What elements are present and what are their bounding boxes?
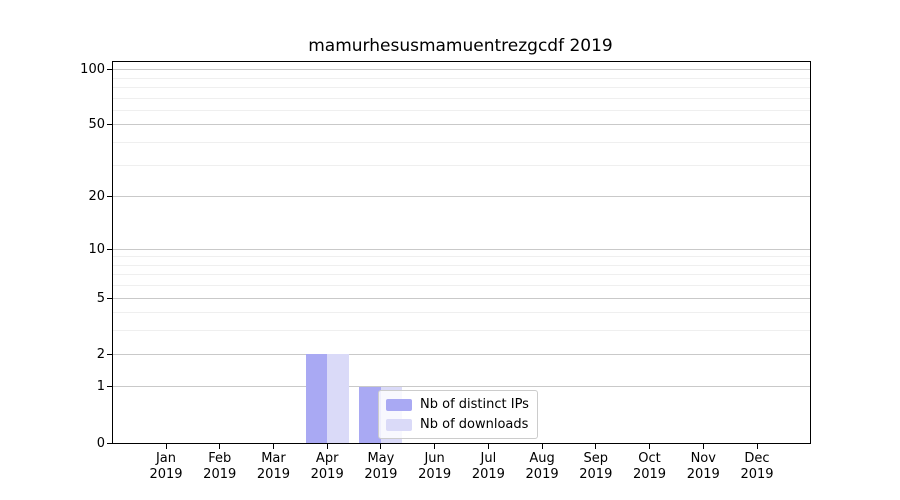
x-tick-year: 2019 (471, 467, 505, 482)
x-tick-label-jun: Jun 2019 (403, 451, 467, 483)
gridline-minor-7 (113, 274, 810, 276)
gridline-minor-40 (113, 142, 810, 144)
x-tick-year: 2019 (203, 467, 237, 482)
x-tick-label-oct: Oct 2019 (618, 451, 682, 483)
chart-title: mamurhesusmamuentrezgcdf 2019 (308, 36, 613, 56)
x-tick-month: Mar (261, 451, 286, 466)
y-tick-label-0: 0 (96, 435, 105, 451)
legend-item-downloads: Nb of downloads (386, 417, 529, 432)
x-tick-month: Jun (424, 451, 445, 466)
y-tick-label-10: 10 (88, 241, 105, 257)
bar-distinct-ips-may (359, 386, 381, 443)
x-tick-month: Sep (583, 451, 609, 466)
x-tick-label-feb: Feb 2019 (188, 451, 252, 483)
x-tick-label-jul: Jul 2019 (456, 451, 520, 483)
gridline-major-100 (113, 69, 810, 71)
axis-ticks-layer: 0 1 2 5 10 20 50 100 Jan 2019 Feb 2019 Mar 2019 Apr 201… (80, 62, 810, 482)
y-tick-label-100: 100 (80, 62, 105, 78)
x-tick-year: 2019 (256, 467, 290, 482)
y-tick-2 (107, 353, 113, 355)
x-tick-year: 2019 (525, 467, 559, 482)
y-tick-100 (107, 69, 113, 71)
gridline-minor-90 (113, 77, 810, 79)
x-tick-month: May (367, 451, 395, 466)
y-tick-1 (107, 386, 113, 388)
x-tick-jun (434, 443, 436, 449)
gridline-minor-9 (113, 256, 810, 258)
gridline-minor-3 (113, 330, 810, 332)
x-tick-apr (326, 443, 328, 449)
x-tick-year: 2019 (364, 467, 398, 482)
x-tick-label-aug: Aug 2019 (510, 451, 574, 483)
gridline-major-1 (113, 386, 810, 388)
gridline-minor-8 (113, 264, 810, 266)
x-tick-month: Feb (208, 451, 232, 466)
x-tick-label-may: May 2019 (349, 451, 413, 483)
y-tick-10 (107, 248, 113, 250)
bar-downloads-apr (327, 354, 349, 443)
x-tick-label-mar: Mar 2019 (241, 451, 305, 483)
x-tick-feb (219, 443, 221, 449)
x-tick-year: 2019 (149, 467, 183, 482)
gridline-major-20 (113, 196, 810, 198)
gridline-minor-6 (113, 285, 810, 287)
bar-distinct-ips-apr (305, 354, 328, 443)
x-tick-may (380, 443, 382, 449)
legend: Nb of distinct IPs Nb of downloads (378, 390, 538, 439)
x-tick-label-jan: Jan 2019 (134, 451, 198, 483)
x-tick-label-apr: Apr 2019 (295, 451, 359, 483)
x-tick-year: 2019 (740, 467, 774, 482)
gridline-major-50 (113, 124, 810, 126)
x-tick-jan (165, 443, 167, 449)
gridline-minor-30 (113, 164, 810, 166)
x-tick-month: Jan (155, 451, 177, 466)
x-tick-aug (541, 443, 543, 449)
gridline-minor-60 (113, 109, 810, 111)
x-tick-year: 2019 (686, 467, 720, 482)
x-tick-jul (487, 443, 489, 449)
plot-area: 0 1 2 5 10 20 50 100 Jan 2019 Feb 2019 Mar 2019 Apr 201… (80, 61, 811, 482)
gridline-major-5 (113, 297, 810, 299)
x-tick-month: Nov (690, 451, 716, 466)
x-tick-month: Dec (744, 451, 770, 466)
legend-item-distinct-ips: Nb of distinct IPs (386, 397, 529, 412)
y-tick-label-2: 2 (96, 346, 105, 362)
x-tick-month: Apr (315, 451, 339, 466)
gridline-major-2 (113, 353, 810, 355)
x-tick-nov (702, 443, 704, 449)
gridline-minor-70 (113, 97, 810, 99)
x-tick-year: 2019 (418, 467, 452, 482)
y-tick-label-1: 1 (96, 379, 105, 395)
gridline-major-10 (113, 248, 810, 250)
x-tick-label-sep: Sep 2019 (564, 451, 628, 483)
y-tick-label-50: 50 (88, 117, 105, 133)
y-tick-20 (107, 196, 113, 198)
x-tick-sep (595, 443, 597, 449)
gridlines-layer (113, 62, 810, 443)
legend-swatch-downloads (386, 418, 412, 431)
x-tick-year: 2019 (579, 467, 613, 482)
gridline-minor-4 (113, 312, 810, 314)
y-tick-0 (107, 442, 113, 444)
x-tick-year: 2019 (632, 467, 667, 482)
y-tick-50 (107, 124, 113, 126)
legend-label-distinct-ips: Nb of distinct IPs (420, 397, 529, 412)
x-tick-month: Oct (638, 451, 661, 466)
y-tick-5 (107, 297, 113, 299)
x-tick-dec (756, 443, 758, 449)
legend-swatch-distinct-ips (386, 398, 412, 411)
gridline-minor-80 (113, 86, 810, 88)
x-tick-oct (649, 443, 651, 449)
y-tick-label-5: 5 (96, 290, 105, 306)
x-tick-mar (272, 443, 274, 449)
y-tick-label-20: 20 (88, 189, 105, 205)
x-tick-year: 2019 (310, 467, 344, 482)
x-tick-label-dec: Dec 2019 (725, 451, 789, 483)
x-tick-month: Jul (480, 451, 497, 466)
x-tick-month: Aug (529, 451, 555, 466)
legend-label-downloads: Nb of downloads (420, 417, 529, 432)
x-tick-label-nov: Nov 2019 (671, 451, 735, 483)
